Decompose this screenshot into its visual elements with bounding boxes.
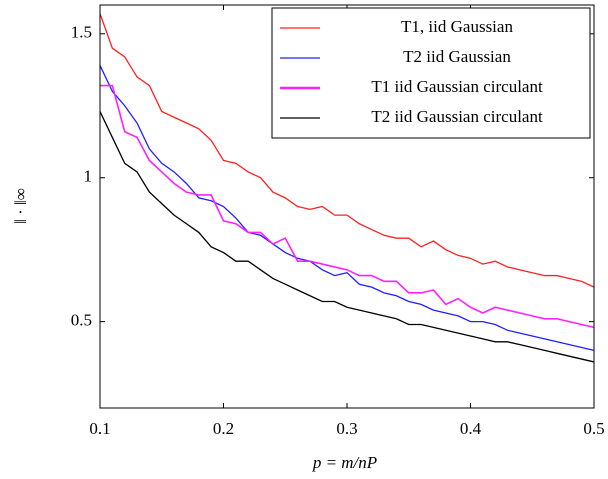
x-tick-label: 0.1: [89, 419, 110, 438]
series-line: [99, 111, 595, 363]
legend-label: T2 iid Gaussian: [403, 47, 511, 66]
legend-label: T1 iid Gaussian circulant: [371, 77, 543, 96]
x-tick-label: 0.2: [213, 419, 234, 438]
y-axis-label: ‖ · ‖∞: [11, 188, 30, 224]
y-tick-label: 0.5: [71, 311, 92, 330]
y-tick-label: 1: [84, 167, 93, 186]
x-tick-label: 0.4: [460, 419, 482, 438]
legend-label: T2 iid Gaussian circulant: [371, 107, 543, 126]
legend-box: [271, 7, 591, 139]
plot-frame: [99, 4, 595, 409]
series-line: [99, 13, 595, 288]
x-tick-label: 0.3: [336, 419, 357, 438]
legend-label: T1, iid Gaussian: [401, 17, 513, 36]
x-tick-label: 0.5: [583, 419, 604, 438]
series-line: [100, 84, 595, 329]
x-axis-label: p = m/nP: [312, 453, 377, 472]
series-line: [99, 65, 595, 352]
y-tick-label: 1.5: [71, 23, 92, 42]
